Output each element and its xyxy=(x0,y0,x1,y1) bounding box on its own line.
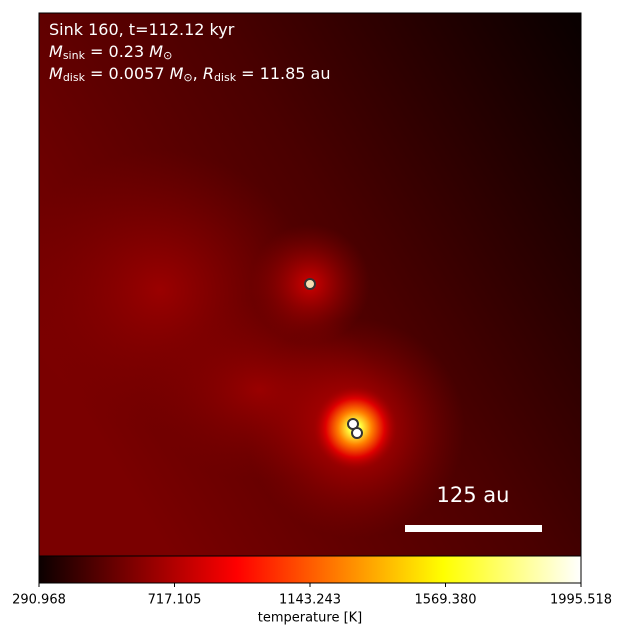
annotation-line: Msink = 0.23 M⊙ xyxy=(49,42,172,63)
annotation-segment: disk xyxy=(63,71,86,84)
scale-bar-label: 125 au xyxy=(437,483,510,507)
annotation-line: Sink 160, t=112.12 kyr xyxy=(49,20,235,39)
colorbar-tick-label: 290.968 xyxy=(12,593,66,608)
annotation-segment: Sink 160, t=112.12 kyr xyxy=(49,20,235,39)
colorbar-label: temperature [K] xyxy=(258,611,363,626)
annotation-segment: ⊙ xyxy=(163,49,172,62)
annotation-segment: = 11.85 au xyxy=(236,64,330,83)
annotation-segment: M xyxy=(170,64,184,83)
annotation-segment: M xyxy=(149,42,163,61)
colorbar-tick-label: 1143.243 xyxy=(279,593,341,608)
colorbar-tick-label: 1569.380 xyxy=(414,593,476,608)
colorbar-tick-label: 717.105 xyxy=(148,593,202,608)
annotation-segment: M xyxy=(49,64,63,83)
annotation-segment: = 0.23 xyxy=(85,42,149,61)
colorbar xyxy=(38,555,582,584)
annotation-segment: M xyxy=(49,42,63,61)
annotation-segment: disk xyxy=(214,71,237,84)
annotation-segment: , xyxy=(193,64,203,83)
annotation-segment: = 0.0057 xyxy=(85,64,170,83)
colorbar-tick-label: 1995.518 xyxy=(550,593,612,608)
annotation-segment: sink xyxy=(63,49,86,62)
field-image xyxy=(39,13,581,556)
annotation-segment: R xyxy=(203,64,214,83)
annotation-segment: ⊙ xyxy=(183,71,192,84)
annotation-line: Mdisk = 0.0057 M⊙, Rdisk = 11.85 au xyxy=(49,64,331,85)
